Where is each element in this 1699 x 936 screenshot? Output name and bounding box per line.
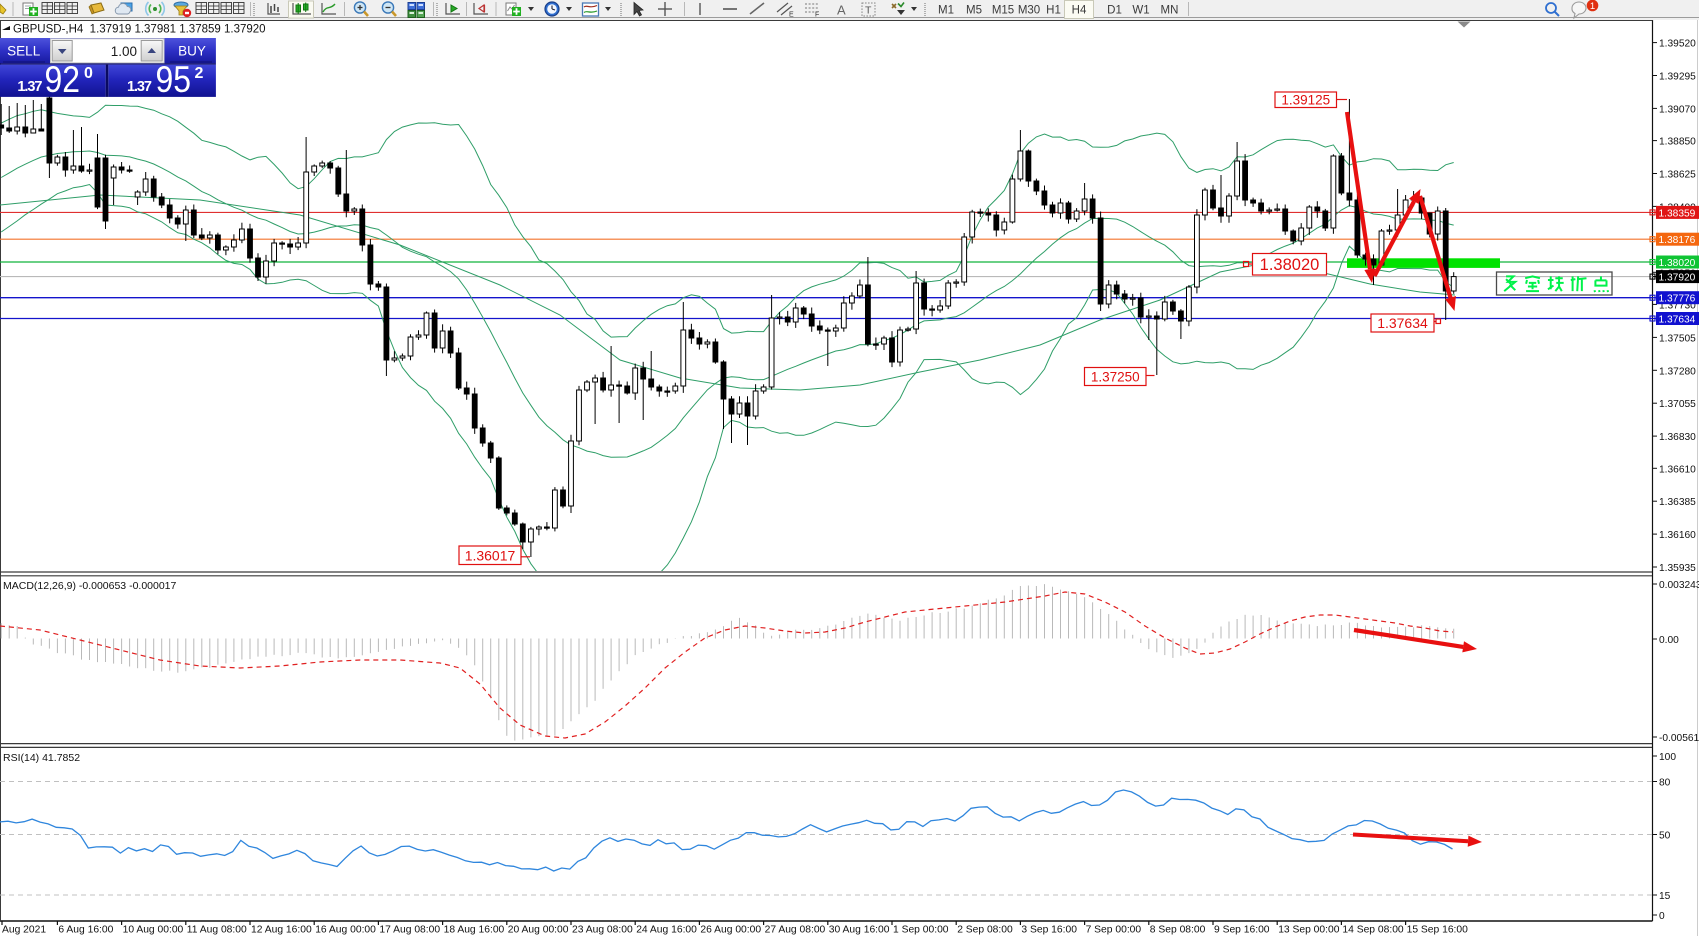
- svg-text:M30: M30: [1018, 5, 1040, 17]
- svg-text:6 Aug 16:00: 6 Aug 16:00: [58, 925, 113, 936]
- svg-text:1.36160: 1.36160: [1659, 530, 1696, 541]
- svg-text:2 Sep 08:00: 2 Sep 08:00: [957, 925, 1013, 936]
- svg-text:10 Aug 00:00: 10 Aug 00:00: [123, 925, 184, 936]
- svg-text:1.39295: 1.39295: [1659, 72, 1696, 83]
- svg-text:1.38020: 1.38020: [1659, 258, 1696, 269]
- svg-text:1.35935: 1.35935: [1659, 563, 1696, 574]
- svg-text:1.36610: 1.36610: [1659, 464, 1696, 475]
- svg-text:F: F: [815, 12, 819, 19]
- svg-text:1.37280: 1.37280: [1659, 366, 1696, 377]
- svg-text:80: 80: [1659, 778, 1671, 789]
- svg-text:16 Aug 00:00: 16 Aug 00:00: [315, 925, 376, 936]
- svg-text:1.37730: 1.37730: [1659, 300, 1696, 311]
- svg-text:15: 15: [1659, 891, 1671, 902]
- svg-text:1.36385: 1.36385: [1659, 497, 1696, 508]
- svg-text:BUY: BUY: [178, 44, 206, 59]
- svg-text:0.003243: 0.003243: [1659, 580, 1699, 591]
- svg-text:A: A: [837, 3, 846, 18]
- svg-text:1.37055: 1.37055: [1659, 399, 1696, 410]
- svg-text:30 Aug 16:00: 30 Aug 16:00: [829, 925, 890, 936]
- svg-text:27 Aug 08:00: 27 Aug 08:00: [765, 925, 826, 936]
- svg-text:3 Sep 16:00: 3 Sep 16:00: [1021, 925, 1077, 936]
- svg-text:15 Sep 16:00: 15 Sep 16:00: [1407, 925, 1469, 936]
- svg-text:MACD(12,26,9) -0.000653 -0.000: MACD(12,26,9) -0.000653 -0.000017: [3, 580, 177, 592]
- svg-text:11 Aug 08:00: 11 Aug 08:00: [187, 925, 247, 936]
- svg-text:17 Aug 08:00: 17 Aug 08:00: [379, 925, 440, 936]
- svg-text:1.39125: 1.39125: [1281, 93, 1330, 108]
- svg-text:1.37634: 1.37634: [1377, 315, 1428, 331]
- svg-text:14 Sep 08:00: 14 Sep 08:00: [1342, 925, 1404, 936]
- svg-text:1.37920: 1.37920: [1659, 273, 1696, 284]
- svg-text:1.38625: 1.38625: [1659, 170, 1696, 181]
- svg-text:1.00: 1.00: [111, 44, 137, 59]
- svg-text:H4: H4: [1072, 5, 1087, 17]
- svg-text:12 Aug 16:00: 12 Aug 16:00: [251, 925, 312, 936]
- svg-text:1 Sep 00:00: 1 Sep 00:00: [893, 925, 949, 936]
- svg-text:1.38359: 1.38359: [1659, 208, 1696, 219]
- svg-text:1.37: 1.37: [127, 79, 152, 95]
- svg-text:100: 100: [1659, 752, 1676, 763]
- svg-text:1.38020: 1.38020: [1260, 256, 1320, 274]
- svg-text:1.37776: 1.37776: [1659, 294, 1696, 305]
- svg-text:GBPUSD-,H4 1.37919 1.37981 1.: GBPUSD-,H4 1.37919 1.37981 1.37859 1.379…: [13, 24, 266, 36]
- svg-text:M5: M5: [966, 5, 982, 17]
- svg-text:24 Aug 16:00: 24 Aug 16:00: [636, 925, 697, 936]
- svg-text:13 Sep 00:00: 13 Sep 00:00: [1278, 925, 1340, 936]
- svg-text:1.38176: 1.38176: [1659, 235, 1696, 246]
- svg-text:1.36830: 1.36830: [1659, 432, 1696, 443]
- svg-text:E: E: [789, 12, 794, 19]
- svg-text:MN: MN: [1161, 5, 1179, 17]
- svg-text:1.39520: 1.39520: [1659, 39, 1696, 50]
- svg-text:0: 0: [84, 65, 93, 82]
- svg-text:-0.005616: -0.005616: [1659, 733, 1699, 744]
- svg-text:0.00: 0.00: [1659, 635, 1679, 646]
- svg-text:1: 1: [1590, 1, 1595, 12]
- svg-text:50: 50: [1659, 831, 1671, 842]
- svg-text:H1: H1: [1046, 5, 1061, 17]
- svg-text:W1: W1: [1132, 5, 1149, 17]
- svg-text:1.38850: 1.38850: [1659, 137, 1696, 148]
- svg-text:Aug 2021: Aug 2021: [2, 925, 46, 936]
- svg-text:2: 2: [195, 65, 204, 82]
- svg-text:1.37: 1.37: [17, 79, 42, 95]
- svg-text:D1: D1: [1107, 5, 1122, 17]
- svg-text:26 Aug 00:00: 26 Aug 00:00: [700, 925, 761, 936]
- svg-text:8 Sep 08:00: 8 Sep 08:00: [1150, 925, 1206, 936]
- svg-text:M1: M1: [938, 5, 954, 17]
- svg-text:9 Sep 16:00: 9 Sep 16:00: [1214, 925, 1270, 936]
- svg-text:92: 92: [45, 59, 81, 100]
- svg-text:1.36017: 1.36017: [465, 547, 516, 563]
- svg-text:T: T: [865, 5, 872, 17]
- svg-text:0: 0: [1659, 911, 1665, 922]
- svg-text:SELL: SELL: [7, 44, 41, 59]
- svg-text:1.37250: 1.37250: [1091, 369, 1140, 384]
- svg-text:23 Aug 08:00: 23 Aug 08:00: [572, 925, 633, 936]
- svg-text:1.37505: 1.37505: [1659, 333, 1696, 344]
- svg-text:1.37634: 1.37634: [1659, 315, 1696, 326]
- svg-text:RSI(14) 41.7852: RSI(14) 41.7852: [3, 752, 80, 764]
- svg-text:18 Aug 16:00: 18 Aug 16:00: [444, 925, 505, 936]
- svg-text:20 Aug 00:00: 20 Aug 00:00: [508, 925, 569, 936]
- svg-text:7 Sep 00:00: 7 Sep 00:00: [1086, 925, 1142, 936]
- svg-text:95: 95: [156, 59, 192, 100]
- svg-text:M15: M15: [992, 5, 1014, 17]
- svg-text:1.39070: 1.39070: [1659, 104, 1696, 115]
